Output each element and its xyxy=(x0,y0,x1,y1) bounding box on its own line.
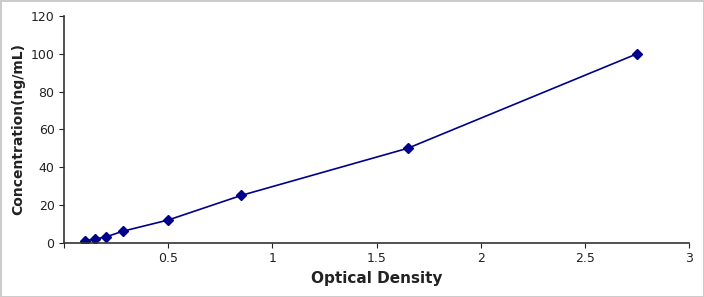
X-axis label: Optical Density: Optical Density xyxy=(311,271,442,286)
Y-axis label: Concentration(ng/mL): Concentration(ng/mL) xyxy=(11,43,25,215)
